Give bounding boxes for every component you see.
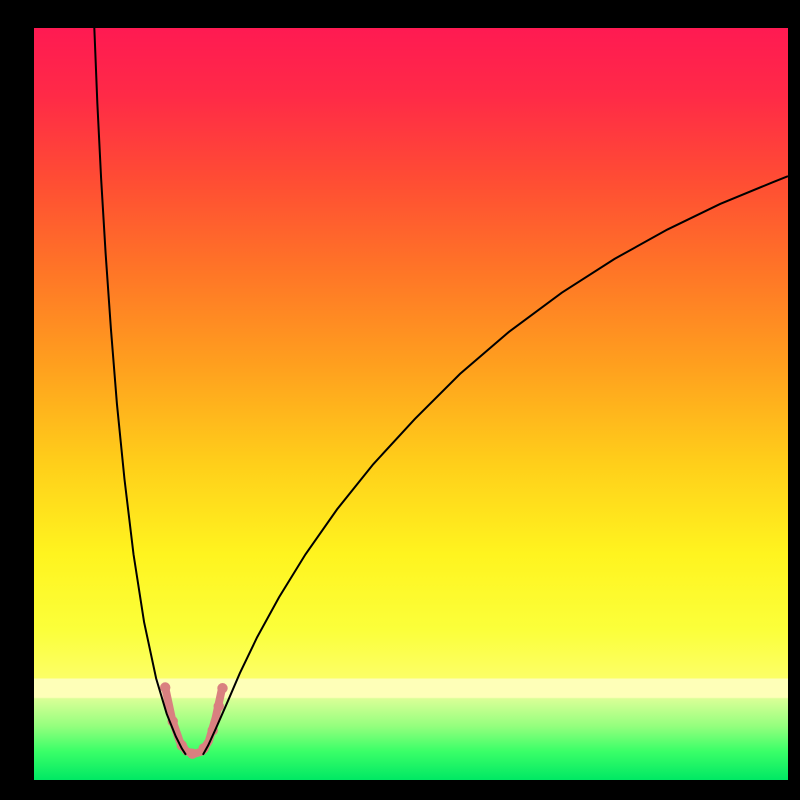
- frame-left: [0, 0, 34, 800]
- root: TheBottleneck.com: [0, 0, 800, 800]
- right-curve: [203, 176, 788, 755]
- left-curve: [94, 28, 186, 755]
- bottleneck-marker-dot: [214, 701, 224, 711]
- bottleneck-marker-dot: [217, 683, 227, 693]
- frame-right: [788, 0, 800, 800]
- frame-top: [0, 0, 800, 28]
- bottleneck-marker-dot: [187, 748, 197, 758]
- bottleneck-marker-dot: [160, 682, 170, 692]
- frame-bottom: [0, 780, 800, 800]
- chart-svg: [34, 28, 788, 780]
- chart-plot-area: [34, 28, 788, 780]
